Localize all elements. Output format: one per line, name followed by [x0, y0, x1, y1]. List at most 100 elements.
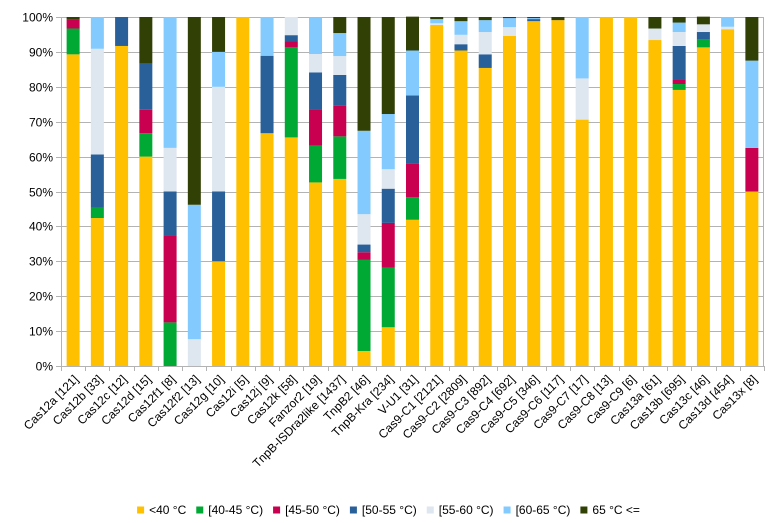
y-tick-label: 70%	[29, 116, 53, 130]
bar-segment	[357, 350, 371, 366]
bar-segment	[478, 54, 492, 68]
bar-segment	[745, 191, 759, 366]
bar-segment	[381, 114, 395, 170]
bar-segment	[357, 214, 371, 245]
y-tick-label: 0%	[36, 360, 54, 374]
legend-label: 65 °C <=	[592, 503, 640, 517]
bar-segment	[527, 18, 541, 20]
y-tick-label: 30%	[29, 255, 53, 269]
bar-segment	[163, 322, 177, 367]
legend-label: [55-60 °C)	[439, 503, 494, 517]
y-tick-label: 40%	[29, 220, 53, 234]
bar-segment	[745, 147, 759, 192]
bar-segment	[454, 34, 468, 45]
bar-segment	[333, 74, 347, 106]
bar-segment	[672, 22, 686, 32]
bar-segment	[284, 41, 298, 48]
bar-segment	[260, 133, 274, 366]
bar-segment	[139, 109, 153, 134]
bar-segment	[527, 19, 541, 22]
bar-segment	[575, 119, 589, 366]
bar-segment	[696, 24, 710, 33]
bar-segment	[309, 109, 323, 146]
bar-segment	[187, 204, 201, 340]
bar-segment	[648, 40, 662, 366]
axes-layer	[56, 17, 765, 371]
bar-segment	[139, 17, 153, 64]
bar-segment	[90, 17, 104, 49]
bar-segment	[454, 17, 468, 22]
legend-label: [50-55 °C)	[362, 503, 417, 517]
bar-segment	[212, 86, 226, 192]
bar-segment	[575, 17, 589, 79]
bar-segment	[163, 191, 177, 236]
y-tick-label: 90%	[29, 46, 53, 60]
bar-segment	[624, 17, 638, 366]
bar-segment	[284, 35, 298, 42]
bar-segment	[381, 267, 395, 328]
bar-segment	[406, 16, 419, 51]
bar-segment	[309, 17, 323, 54]
bar-segment	[672, 17, 686, 23]
bar-segment	[309, 53, 323, 73]
bar-segment	[357, 252, 371, 260]
bar-segment	[381, 169, 395, 189]
bar-segment	[478, 17, 492, 21]
bar-segment	[333, 33, 347, 57]
bar-segment	[551, 17, 565, 21]
bar-segment	[309, 182, 323, 366]
bar-segment	[333, 178, 347, 366]
bar-segment	[648, 17, 662, 29]
bar-segment	[502, 35, 516, 366]
bar-segment	[163, 17, 177, 148]
bar-segment	[672, 79, 686, 85]
bar-segment	[139, 63, 153, 110]
bar-segment	[260, 55, 274, 134]
bar-segment	[648, 28, 662, 41]
bar-segment	[236, 17, 250, 366]
bar-segment	[672, 89, 686, 366]
bar-segment	[406, 197, 419, 220]
bar-segment	[187, 339, 201, 366]
bar-segment	[66, 19, 80, 29]
bar-segment	[212, 191, 226, 262]
x-tick-labels: Cas12a [121]Cas12b [33]Cas12c [12]Cas12d…	[21, 372, 760, 470]
bar-segment	[66, 17, 80, 20]
bar-segment	[212, 261, 226, 366]
bar-segment	[66, 28, 80, 55]
bar-segment	[502, 17, 516, 19]
bar-segment	[696, 39, 710, 48]
bar-segment	[381, 327, 395, 366]
legend-label: [60-65 °C)	[516, 503, 571, 517]
bar-segment	[696, 16, 710, 25]
y-tick-label: 60%	[29, 151, 53, 165]
bar-segment	[672, 32, 686, 46]
y-tick-label: 50%	[29, 186, 53, 200]
legend: <40 °C [40-45 °C) [45-50 °C) [50-55 °C) [55-…	[137, 503, 640, 517]
legend-swatch	[580, 506, 588, 514]
legend-label: [40-45 °C)	[208, 503, 263, 517]
bar-segment	[527, 21, 541, 366]
bar-segment	[381, 17, 395, 115]
y-tick-label: 100%	[22, 11, 53, 25]
bar-segment	[284, 47, 298, 138]
bar-segment	[478, 20, 492, 33]
y-tick-label: 10%	[29, 325, 53, 339]
bar-segment	[406, 219, 419, 366]
bar-segment	[66, 54, 80, 367]
bar-segment	[284, 17, 298, 36]
bar-segment	[90, 218, 104, 366]
bar-segment	[478, 32, 492, 55]
bar-segment	[721, 26, 735, 30]
bar-segment	[502, 18, 516, 28]
bar-segment	[309, 145, 323, 183]
y-tick-label: 80%	[29, 81, 53, 95]
bar-segment	[406, 95, 419, 164]
bar-segment	[672, 45, 686, 80]
bar-segment	[357, 130, 371, 215]
bar-segment	[381, 222, 395, 268]
legend-swatch	[196, 506, 204, 514]
bar-segment	[90, 48, 104, 155]
bar-segment	[139, 156, 153, 366]
bar-segment	[721, 29, 735, 366]
